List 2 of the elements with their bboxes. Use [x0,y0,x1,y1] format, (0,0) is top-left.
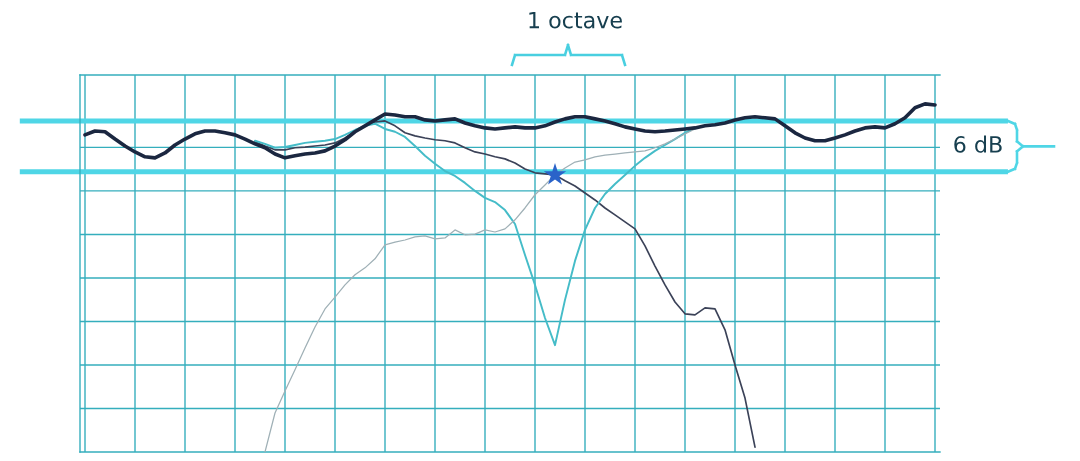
text: 6 dB [954,135,1002,153]
text: 1 octave [529,11,622,29]
